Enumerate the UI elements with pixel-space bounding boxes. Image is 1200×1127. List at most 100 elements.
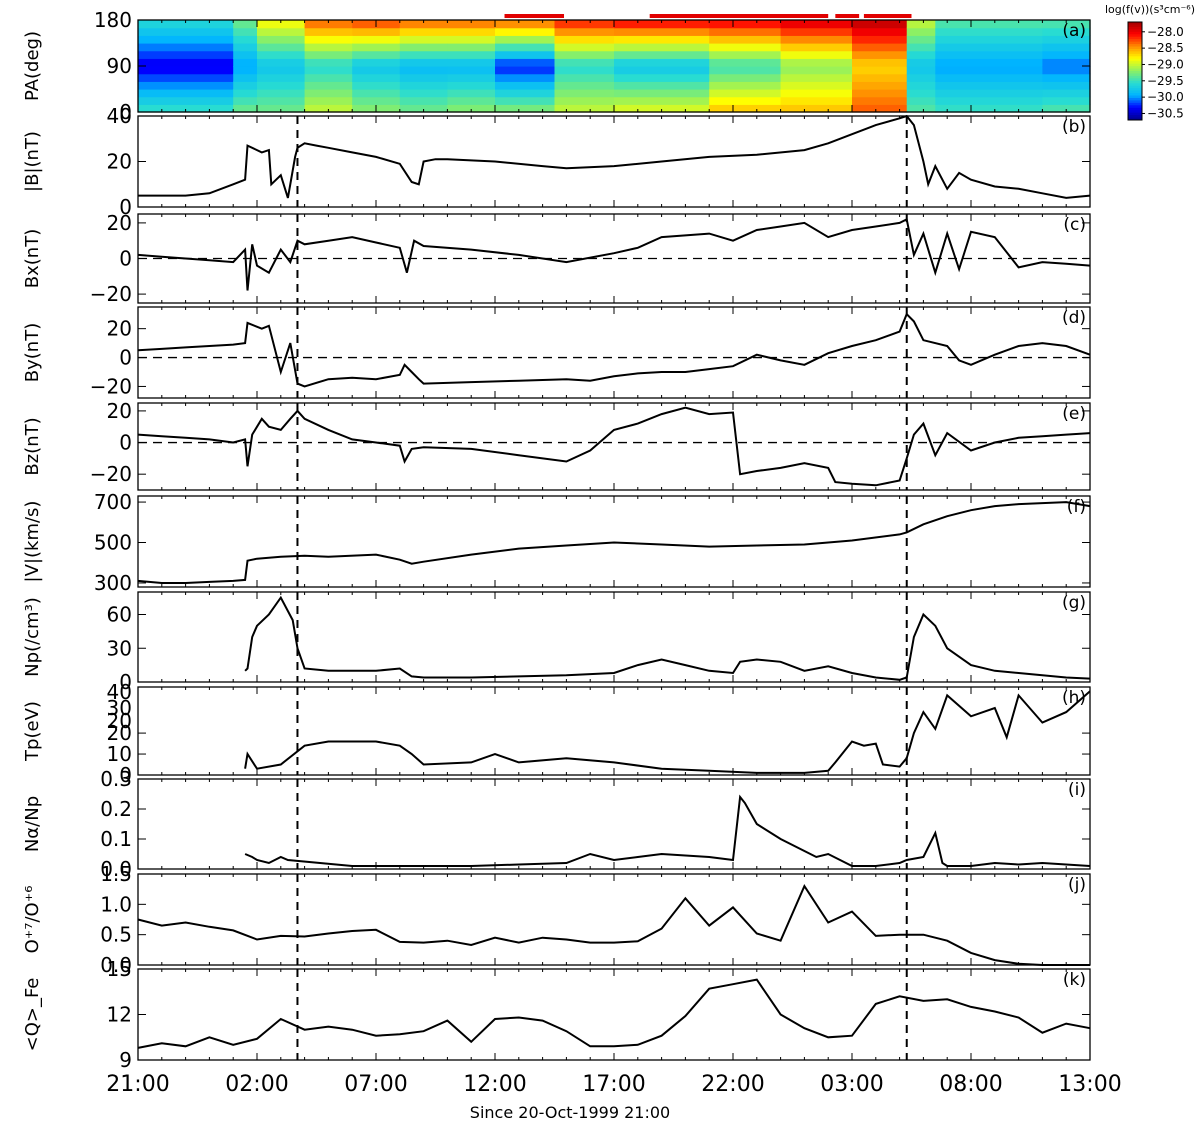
spectrogram-cell [495,50,556,59]
colorbar-cell [1128,39,1142,43]
spectrogram-cell [447,27,496,36]
spectrogram-cell [304,104,353,113]
spectrogram-cell [1042,66,1091,75]
spectrogram-cell [399,66,448,75]
colorbar-cell [1128,58,1142,62]
spectrogram-cell [709,66,782,75]
spectrogram-cell [447,81,496,90]
spectrogram-cell [352,58,401,67]
x-tick-label: 21:00 [106,1072,169,1097]
spectrogram-cell [709,96,782,105]
spectrogram-cell [1042,58,1091,67]
spectrogram-cell [257,73,306,82]
spectrogram-cell [614,50,710,59]
spectrogram-cell [257,58,306,67]
spectrogram-cell [935,43,1043,52]
x-tick-label: 07:00 [344,1072,407,1097]
spectrogram-cell [352,89,401,98]
spectrogram-cell [614,58,710,67]
panel-j: 0.0 0.5 1.0 1.5 O⁺⁷/O⁺⁶ (j) [22,862,1091,977]
colorbar-frame [1127,21,1143,121]
spectrogram-cell [495,58,556,67]
colorbar-cell [1128,71,1142,74]
spectrogram-cell [709,89,782,98]
spectrogram-cell [554,35,615,44]
x-tick-label: 02:00 [225,1072,288,1097]
spectrogram-cell [138,20,234,29]
spectrogram-cell [399,89,448,98]
colorbar-tick-label: −29.0 [1147,57,1184,71]
spectrogram-cell [935,104,1043,113]
spectrogram-cell [399,27,448,36]
spectrogram-cell [138,27,234,36]
spectrogram-cell [233,35,258,44]
spectrogram-cell [447,66,496,75]
panel-label: (e) [1062,404,1086,424]
spectrogram-cell [709,58,782,67]
spectrogram-cell [138,81,234,90]
spectrogram-cell [304,96,353,105]
spectrogram-cell [304,66,353,75]
spectrogram-cell [447,96,496,105]
y-tick-label: 0 [119,431,132,455]
colorbar-cell [1128,117,1142,121]
colorbar-cell [1128,26,1142,30]
colorbar-cell [1128,88,1142,92]
spectrogram-cell [780,58,853,67]
spectrogram-cell [233,89,258,98]
interval-bar [649,14,829,18]
spectrogram-cell [780,104,853,113]
spectrogram-cell [352,27,401,36]
spectrogram-cell [614,27,710,36]
y-tick-label: 500 [94,531,132,555]
x-tick-label: 13:00 [1058,1072,1121,1097]
spectrogram-cell [352,50,401,59]
spectrogram-cell [554,89,615,98]
x-axis-label: Since 20-Oct-1999 21:00 [470,1103,670,1122]
colorbar-cell [1128,36,1142,40]
spectrogram-cell [257,27,306,36]
y-tick-label: 20 [107,721,132,745]
spectrogram-cell [906,58,936,67]
spectrogram-cell [780,73,853,82]
spectrogram-cell [447,73,496,82]
panel-f: 300 500 700 |V|(km/s) (f) [22,490,1091,595]
y-axis-label: |V|(km/s) [22,501,43,583]
interval-bar [835,14,860,18]
spectrogram-cell [1042,104,1091,113]
panel-frame [137,115,1091,208]
y-axis-label: O⁺⁷/O⁺⁶ [22,886,43,954]
y-tick-label: 300 [94,571,132,595]
spectrogram-cell [304,58,353,67]
spectrogram-cell [495,35,556,44]
colorbar-cell [1128,80,1142,84]
panel-label: (h) [1062,688,1086,708]
y-axis-label: Bx(nT) [22,229,43,288]
x-tick-label: 08:00 [939,1072,1002,1097]
spectrogram-cell [852,73,908,82]
y-axis-label: Nα/Np [22,796,43,852]
spectrogram-cell [852,50,908,59]
spectrogram-cell [614,96,710,105]
spectrogram-cell [257,35,306,44]
colorbar-tick-label: −28.0 [1147,25,1184,39]
spectrogram-cell [352,81,401,90]
colorbar-cell [1128,44,1142,47]
spectrogram-cell [257,20,306,29]
spectrogram-cell [852,35,908,44]
colorbar-title: log(f(v))(s³cm⁻⁶) [1105,3,1195,16]
spectrogram-cell [709,104,782,113]
spectrogram-cell [554,81,615,90]
spectrogram-cell [906,20,936,29]
spectrogram-cell [906,96,936,105]
spectrogram-cell [399,104,448,113]
y-tick-label: 15 [107,957,132,981]
spectrogram-cell [852,27,908,36]
y-tick-label: 30 [107,636,132,660]
y-tick-label: 10 [107,742,132,766]
spectrogram-cell [138,35,234,44]
spectrogram-cell [257,104,306,113]
spectrogram-cell [780,89,853,98]
x-tick-label: 22:00 [701,1072,764,1097]
y-tick-label: 40 [107,104,132,128]
